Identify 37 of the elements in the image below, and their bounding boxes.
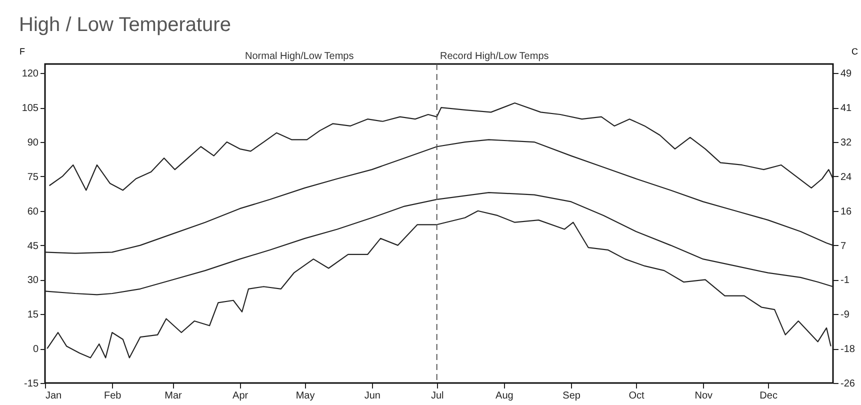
x-tick-label: Nov <box>694 390 713 402</box>
y2-tick-label: 16 <box>840 206 852 218</box>
y-tick-label: 75 <box>27 172 39 183</box>
x-tick-label: Sep <box>562 390 581 402</box>
y-tick-label: -15 <box>24 378 39 390</box>
y2-tick-label: -26 <box>840 378 856 390</box>
x-tick-label: Mar <box>164 390 182 402</box>
x-tick-label: Apr <box>232 390 249 402</box>
y2-tick-label: -9 <box>840 310 850 321</box>
chart-title: High / Low Temperature <box>19 14 231 36</box>
y2-tick-label: 49 <box>840 68 852 80</box>
y-tick-label: 45 <box>27 240 39 252</box>
y2-tick-label: -1 <box>840 275 850 286</box>
y-axis-title: F <box>20 46 26 56</box>
text: Normal High/Low Temps <box>245 51 354 62</box>
x-tick-label: Feb <box>104 390 122 402</box>
y2-tick-label: 41 <box>840 103 852 114</box>
y-tick-label: 30 <box>27 275 39 286</box>
x-tick-label: Oct <box>628 390 644 402</box>
y2-tick-label: 32 <box>840 138 852 149</box>
x-tick-label: May <box>296 390 315 402</box>
x-tick-label: Aug <box>496 390 514 402</box>
x-tick-label: Jul <box>430 390 444 402</box>
y-tick-label: 90 <box>27 138 39 149</box>
y2-axis-title: C <box>852 46 858 56</box>
x-tick-label: Jun <box>364 390 380 402</box>
y2-tick-label: 24 <box>840 172 852 183</box>
y-tick-label: 0 <box>32 344 39 356</box>
text: Record High/Low Temps <box>440 51 549 62</box>
y-tick-label: 15 <box>27 310 39 321</box>
x-tick-label: Jan <box>46 390 62 402</box>
x-tick-label: Dec <box>760 390 778 402</box>
y-tick-label: 60 <box>27 206 39 218</box>
y2-tick-label: -18 <box>840 344 856 356</box>
y-tick-label: 120 <box>22 68 39 80</box>
y-tick-label: 105 <box>22 103 39 114</box>
y2-tick-label: 7 <box>840 240 846 252</box>
